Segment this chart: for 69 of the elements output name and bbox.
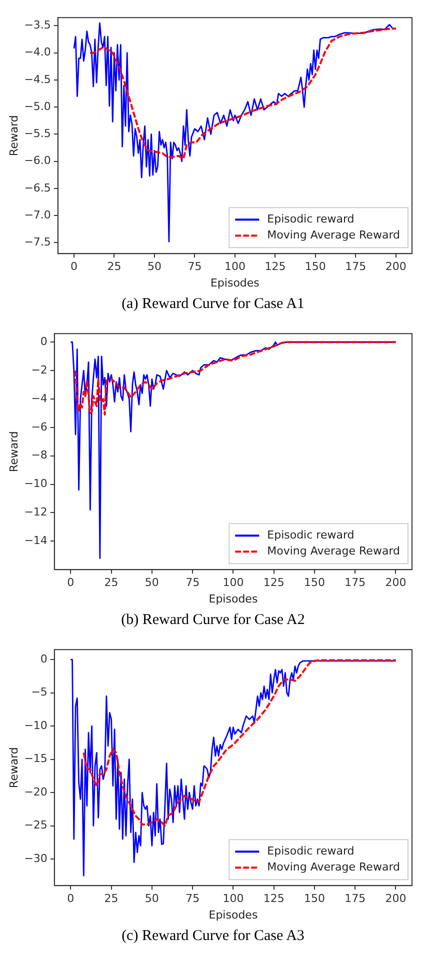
y-tick-label: −6.5 (24, 181, 51, 194)
y-tick-label: −15 (24, 752, 48, 766)
legend-label: Episodic reward (267, 844, 354, 858)
x-tick-label: 100 (222, 576, 244, 590)
x-tick-label: 75 (188, 260, 202, 274)
x-tick-label: 75 (186, 576, 200, 590)
x-tick-label: 100 (224, 260, 246, 274)
y-tick-label: −8 (31, 448, 48, 462)
y-tick-label: −7.0 (24, 208, 51, 222)
legend-label: Moving Average Reward (267, 860, 400, 874)
y-axis-title: Reward (7, 115, 20, 156)
x-tick-label: 150 (304, 260, 326, 274)
x-tick-label: 125 (264, 260, 286, 274)
x-tick-label: 75 (186, 892, 200, 906)
y-tick-label: −4.5 (24, 72, 51, 86)
x-tick-label: 200 (385, 260, 406, 274)
x-tick-label: 25 (104, 576, 118, 590)
y-tick-label: 0 (40, 652, 48, 666)
y-tick-label: −6.0 (24, 154, 51, 168)
x-axis-title: Episodes (208, 592, 258, 606)
y-tick-label: −2 (31, 363, 48, 376)
text: (b) Reward Curve for Case A2 (120, 612, 306, 630)
x-tick-label: 125 (263, 576, 284, 590)
y-tick-label: −5.5 (24, 127, 51, 140)
x-tick-label: 150 (304, 576, 325, 590)
x-tick-label: 25 (107, 260, 122, 274)
x-tick-label: 0 (67, 576, 74, 590)
y-tick-label: −7.5 (24, 236, 51, 249)
y-tick-label: −25 (24, 818, 48, 832)
x-tick-label: 200 (385, 892, 406, 906)
x-tick-label: 100 (222, 892, 244, 906)
text: (c) Reward Curve for Case A3 (120, 928, 306, 946)
x-tick-label: 175 (344, 576, 366, 590)
x-tick-label: 50 (144, 892, 159, 906)
x-tick-label: 175 (345, 260, 366, 274)
legend-label: Moving Average Reward (267, 228, 400, 242)
line-series (89, 27, 397, 160)
y-tick-label: −14 (24, 534, 48, 548)
x-tick-label: 50 (144, 576, 159, 590)
y-axis-title: Reward (7, 747, 20, 788)
x-tick-label: 0 (67, 892, 74, 906)
y-tick-label: −12 (24, 506, 48, 519)
x-tick-label: 50 (147, 260, 162, 274)
y-tick-label: −10 (24, 477, 48, 490)
x-tick-label: 0 (70, 260, 78, 274)
line-series (74, 341, 397, 416)
y-tick-label: −6 (31, 420, 48, 434)
x-tick-label: 175 (344, 892, 366, 906)
y-tick-label: −5 (31, 686, 48, 699)
y-tick-label: −5.0 (24, 100, 51, 113)
x-tick-label: 150 (304, 892, 325, 906)
x-axis-title: Episodes (208, 908, 258, 922)
text: (a) Reward Curve for Case A1 (120, 296, 306, 314)
x-tick-label: 25 (104, 892, 118, 906)
y-tick-label: −30 (24, 852, 48, 865)
y-tick-label: −10 (24, 718, 48, 732)
y-tick-label: −4 (31, 392, 48, 405)
y-tick-label: 0 (40, 334, 48, 348)
x-tick-label: 200 (385, 576, 406, 590)
y-tick-label: −20 (24, 785, 48, 798)
line-series (82, 659, 397, 827)
y-axis-title: Reward (7, 431, 20, 472)
x-axis-title: Episodes (210, 276, 260, 290)
y-tick-label: −3.5 (24, 18, 51, 32)
y-tick-label: −4.0 (24, 46, 51, 59)
legend-label: Episodic reward (267, 528, 354, 542)
x-tick-label: 125 (263, 892, 284, 906)
legend-label: Episodic reward (267, 212, 354, 226)
legend-label: Moving Average Reward (267, 544, 400, 558)
